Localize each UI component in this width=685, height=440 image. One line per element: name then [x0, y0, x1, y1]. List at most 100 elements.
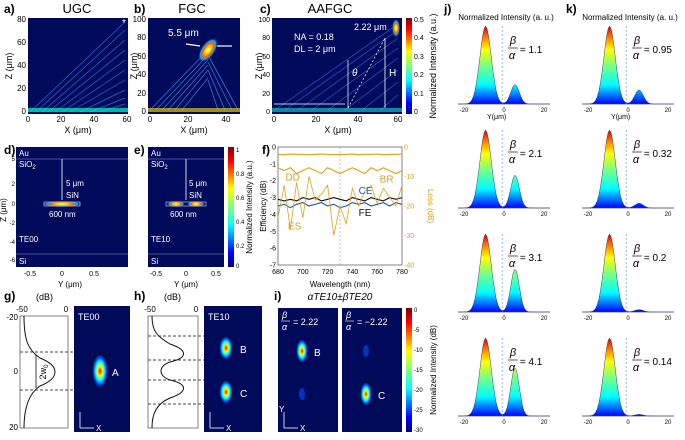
- panel-i-spot-b: [295, 338, 309, 364]
- panel-c-dl: DL = 2 μm: [294, 44, 336, 54]
- panel-b: b) FGC 5.5 μm Z (μm) X (μm) 0 20 40 0 20…: [129, 1, 240, 135]
- panel-h-xtick: 0: [194, 305, 199, 314]
- panel-d-mode-name: TE00: [19, 235, 39, 244]
- panel-g-xtick: 0: [64, 305, 69, 314]
- panel-f-ytick: -5: [270, 229, 276, 236]
- panel-f-annotation-dd: DD: [285, 173, 299, 184]
- panel-i-field-2: [342, 308, 402, 432]
- panel-h-spot-c-label: C: [240, 389, 247, 400]
- panel-g-ytick: -20: [6, 313, 18, 322]
- panel-b-beams: [149, 49, 239, 111]
- panel-k-beta: β: [633, 35, 641, 47]
- panel-f-xtick: 700: [297, 269, 309, 276]
- panel-a-ytick: 40: [17, 61, 26, 70]
- panel-h-db: (dB): [164, 292, 181, 302]
- panel-i-spot-weak-1: [299, 388, 305, 400]
- panel-c-ytick: 80: [262, 35, 270, 42]
- panel-c-cb-tick: 0.4: [414, 35, 424, 42]
- panel-j-xtick: 20: [541, 108, 548, 114]
- panel-k-xtick: -20: [584, 212, 593, 218]
- panel-d-ytick: -6: [10, 258, 16, 264]
- panel-e-colorbar: [228, 147, 234, 267]
- panel-a: a) UGC * Z (μm) X (μm) 0 20 40 60 0 20 4…: [4, 1, 132, 135]
- panel-c-theta: θ: [352, 68, 358, 79]
- panel-c-ytick: 0: [266, 109, 270, 116]
- panel-j-ratio: = 4.1: [520, 357, 543, 368]
- panel-c-title: AAFGC: [308, 1, 353, 16]
- panel-c-h: H: [389, 68, 396, 79]
- panel-i-axis-x-label: X: [300, 424, 306, 433]
- panel-i-cb-tick: -25: [414, 408, 423, 414]
- panel-c-ytick: 40: [262, 72, 270, 79]
- panel-e-cb-label: Normalized Intensity (a.u.): [245, 160, 254, 254]
- panel-e-mode-left: [167, 201, 185, 207]
- panel-e-sin-core: [165, 201, 207, 207]
- panel-i-beta-2: β: [345, 310, 351, 320]
- panel-k-xtick: 0: [626, 420, 630, 426]
- panel-c-na: NA = 0.18: [294, 32, 334, 42]
- panel-f-ylabel: Efficiency (dB): [259, 180, 268, 232]
- panel-e-xtick: -0.5: [150, 271, 162, 278]
- panel-e-sio2: SiO2: [151, 160, 168, 171]
- panel-j-profile: [458, 233, 550, 313]
- panel-g-axis-x-label: X: [96, 424, 102, 433]
- panel-j-xlabel: Y(μm): [487, 114, 506, 121]
- panel-k-ratio: = 0.95: [644, 45, 673, 56]
- panel-k-alpha: α: [633, 50, 640, 62]
- panel-f-ytick: -7: [270, 263, 276, 270]
- panel-d-si: Si: [19, 257, 26, 266]
- panel-c-label: c): [260, 2, 271, 16]
- panel-d-width: 600 nm: [49, 210, 76, 219]
- panel-d-xtick: -0.5: [24, 271, 36, 278]
- panel-c-cb-label: Normalized Intensity (a.u.): [428, 13, 438, 118]
- panel-h-axis-x-label: X: [226, 424, 232, 433]
- panel-b-ytick: 40: [137, 70, 146, 79]
- panel-e-mode-name: TE10: [151, 235, 171, 244]
- panel-e-cb-tick: 0.4: [236, 220, 245, 226]
- panel-k-alpha: α: [633, 258, 640, 270]
- panel-b-ytick: 60: [137, 52, 146, 61]
- panel-c-beams: [274, 23, 399, 111]
- panel-k-title: Normalized Intensity (a. u.): [582, 13, 678, 22]
- panel-b-xlabel: X (μm): [180, 125, 207, 135]
- panel-c-width: 2.22 μm: [354, 22, 387, 32]
- panel-c-xtick: 20: [312, 115, 321, 124]
- panel-i-axis-y-label: Y: [279, 405, 285, 414]
- panel-j-label: j): [443, 2, 451, 16]
- panel-b-ylabel: Z (μm): [129, 53, 139, 80]
- panel-e-cb-tick: 0: [236, 264, 240, 270]
- panel-j-xtick: -20: [460, 108, 469, 114]
- panel-a-ytick: 20: [17, 84, 26, 93]
- panel-h: h) (dB) -50 0 TE10 B C Y X: [134, 289, 262, 433]
- panel-k-ratio: = 0.32: [644, 149, 673, 160]
- panel-d-xtick: 0: [60, 271, 64, 278]
- panel-d-ytick: -4: [10, 240, 16, 246]
- panel-c-ylabel: Z (μm): [254, 53, 264, 80]
- panel-g-xtick: -50: [16, 305, 28, 314]
- panel-f-xtick: 760: [371, 269, 383, 276]
- panel-a-star: *: [122, 18, 126, 29]
- panel-i-beta-1: β: [281, 310, 287, 320]
- panel-g-label: g): [4, 289, 15, 303]
- panel-f-ytick-right: -40: [404, 263, 414, 270]
- panel-a-xtick: 60: [123, 115, 132, 124]
- panel-f-ytick-right: -20: [404, 204, 414, 211]
- panel-f-ytick-right: -10: [404, 174, 414, 181]
- panel-k-xtick: 20: [665, 316, 672, 322]
- panel-k-label: k): [566, 2, 577, 16]
- series-line-ce: [277, 197, 403, 202]
- panel-i-field-1: [278, 308, 338, 432]
- panel-h-xtick: -50: [144, 305, 156, 314]
- panel-i-alpha-2: α: [346, 322, 352, 332]
- panel-i-label: i): [274, 289, 281, 303]
- panel-e-cb-tick: 0.6: [236, 196, 245, 202]
- panel-g-mode: TE00: [78, 312, 100, 322]
- panel-i-ratio-2: = −2.22: [357, 317, 388, 327]
- panel-e-xtick: 0.5: [211, 271, 221, 278]
- panel-i-cb-tick: -5: [414, 328, 420, 334]
- panel-k-profile: [582, 129, 674, 209]
- panel-f-ytick: 0: [272, 145, 276, 152]
- panel-a-ylabel: Z (μm): [4, 53, 14, 80]
- panel-b-arrow-left: [185, 43, 201, 47]
